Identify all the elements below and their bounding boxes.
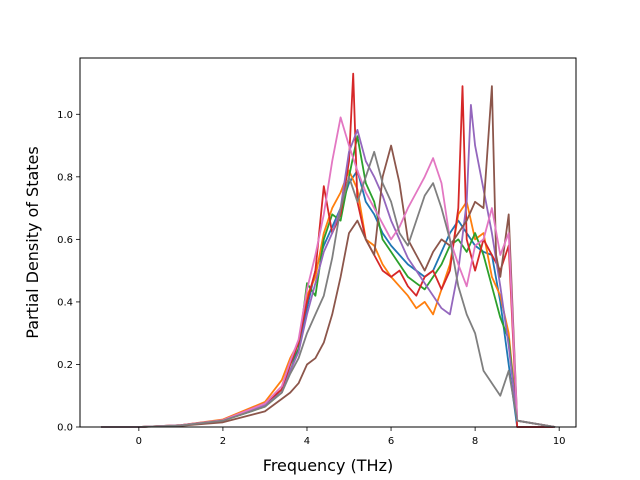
x-tick-label: 4 (304, 436, 310, 447)
series-line-5 (101, 104, 556, 428)
y-tick-label: 0.2 (57, 360, 73, 371)
series-line-7 (101, 116, 556, 428)
series-line-8 (101, 150, 556, 428)
x-tick-label: 8 (472, 436, 478, 447)
ticks-layer: 0 2 4 6 8 10 0.0 0.2 0.4 0.6 0.8 1.0 (57, 110, 565, 447)
x-axis-label: Frequency (THz) (263, 456, 393, 475)
series-line-2 (101, 169, 556, 428)
y-tick-label: 0.6 (57, 235, 73, 246)
series-line-6 (101, 85, 556, 428)
y-tick-label: 1.0 (57, 110, 73, 121)
x-tick-label: 10 (553, 436, 566, 447)
y-tick-label: 0.4 (57, 297, 73, 308)
plot-frame (79, 57, 577, 428)
series-line-4 (101, 72, 555, 428)
x-tick-label: 2 (220, 436, 226, 447)
y-axis-label: Partial Density of States (23, 146, 42, 338)
series-layer (101, 72, 556, 428)
x-tick-label: 0 (136, 436, 142, 447)
y-tick-label: 0.0 (57, 423, 73, 434)
x-tick-label: 6 (388, 436, 394, 447)
y-tick-label: 0.8 (57, 172, 73, 183)
